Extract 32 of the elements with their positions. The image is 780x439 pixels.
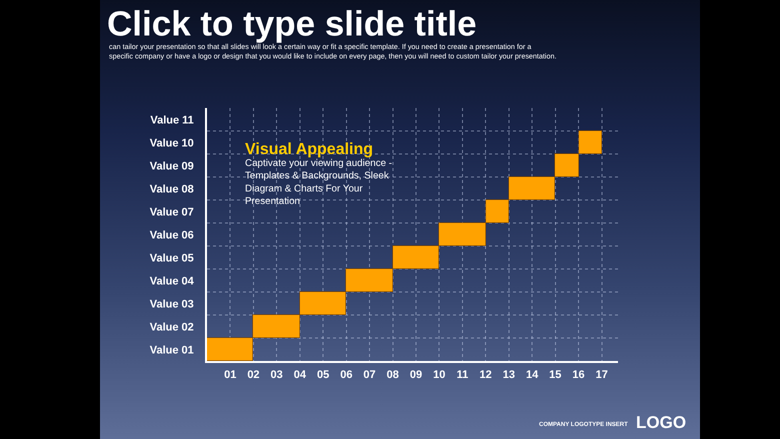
y-tick-label: Value 06	[150, 229, 194, 242]
x-tick-label: 07	[363, 369, 376, 382]
x-tick-label: 11	[456, 369, 468, 382]
x-tick-label: 13	[502, 369, 515, 382]
y-tick-label: Value 07	[150, 206, 194, 218]
y-tick-label: Value 04	[150, 275, 195, 288]
x-tick-label: 08	[386, 369, 399, 382]
y-tick-label: Value 10	[150, 137, 194, 150]
x-tick-label: 05	[316, 369, 330, 382]
x-tick-label: 16	[572, 369, 585, 382]
x-tick-label: 06	[340, 369, 352, 382]
x-tick-label: 04	[294, 369, 307, 382]
y-tick-label: Value 02	[150, 321, 194, 334]
text: LOGO	[636, 413, 686, 432]
x-tick-label: 12	[480, 369, 492, 382]
y-tick-label: Value 09	[150, 160, 194, 172]
x-tick-label: 15	[549, 369, 562, 382]
x-tick-label: 01	[224, 369, 236, 382]
y-tick-label: Value 01	[150, 344, 194, 356]
x-tick-label: 02	[247, 369, 260, 382]
x-tick-label: 10	[433, 369, 446, 382]
x-tick-label: 14	[526, 369, 540, 382]
y-tick-label: Value 03	[150, 298, 194, 310]
annotation: Captivate your viewing audience - Templates & Backgrounds, Sleek Diagram & Charts For Your Presentation	[245, 158, 392, 208]
x-tick-label: 17	[596, 369, 608, 382]
x-tick-label: 03	[270, 369, 283, 382]
y-tick-label: Value 11	[150, 114, 194, 126]
annotation: Visual Appealing	[245, 141, 374, 158]
y-tick-label: Value 08	[150, 183, 194, 196]
x-tick-label: 09	[410, 369, 422, 382]
y-tick-label: Value 05	[150, 252, 194, 264]
chart-title: Click to type slide title	[107, 4, 477, 44]
